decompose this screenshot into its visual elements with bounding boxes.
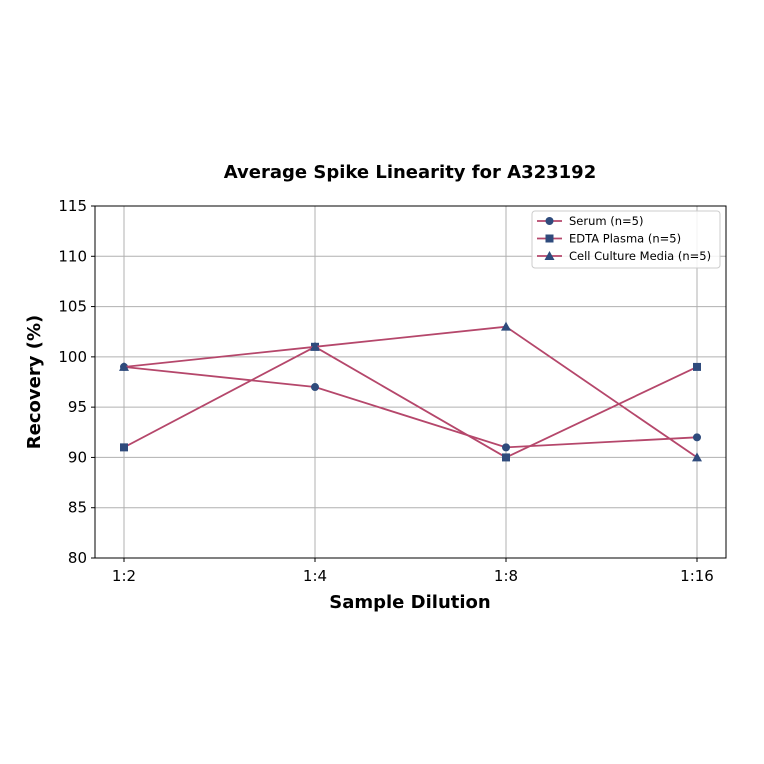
y-tick-label: 115 [58,197,87,215]
x-tick-label: 1:16 [680,567,714,585]
chart-title: Average Spike Linearity for A323192 [224,162,596,183]
y-tick-label: 105 [58,298,87,316]
legend-box [531,210,721,269]
y-tick-label: 100 [58,348,87,366]
legend: Serum (n=5) EDTA Plasma (n=5) Cell Culture… [531,210,721,269]
legend-entry: EDTA Plasma (n=5) [569,232,681,246]
y-tick-label: 80 [68,549,87,567]
x-axis-label: Sample Dilution [329,592,490,613]
x-tick-label: 1:4 [303,567,327,585]
legend-entry: Serum (n=5) [569,214,643,228]
y-axis-ticks: 80 85 90 95 100 105 110 115 [58,197,95,567]
y-tick-label: 90 [68,448,87,466]
series-triangle [119,321,702,462]
legend-entry: Cell Culture Media (n=5) [569,249,711,263]
x-tick-label: 1:8 [494,567,518,585]
y-tick-label: 110 [58,247,87,265]
series-lines [119,321,702,462]
y-tick-label: 85 [68,499,87,517]
y-tick-label: 95 [68,398,87,416]
x-tick-label: 1:2 [112,567,136,585]
plot-frame [94,205,727,559]
y-axis-label: Recovery (%) [24,315,45,449]
series-square [120,342,701,462]
x-axis-ticks: 1:2 1:4 1:8 1:16 [112,558,714,585]
